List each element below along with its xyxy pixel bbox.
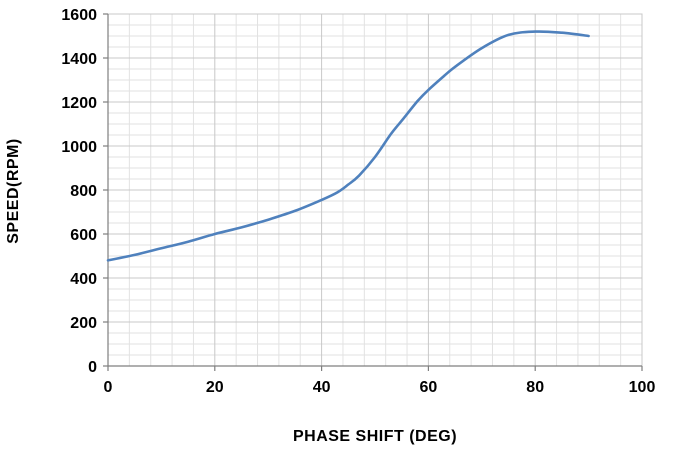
y-tick-label: 800: [70, 183, 97, 200]
x-tick-label: 20: [206, 379, 224, 396]
x-tick-label: 0: [104, 379, 113, 396]
y-tick-label: 600: [70, 227, 97, 244]
x-axis-title: PHASE SHIFT (DEG): [292, 428, 458, 445]
x-tick-label: 80: [526, 379, 544, 396]
y-tick-label: 400: [70, 271, 97, 288]
y-tick-label: 0: [88, 359, 97, 376]
speed-series-line: [106, 30, 590, 262]
y-axis-title: SPEED(RPM): [5, 138, 22, 244]
y-tick-label: 200: [70, 315, 97, 332]
y-tick-label: 1400: [61, 51, 97, 68]
y-tick-label: 1000: [61, 139, 97, 156]
x-tick-label: 60: [420, 379, 438, 396]
y-tick-label: 1200: [61, 95, 97, 112]
x-tick-label: 100: [629, 379, 656, 396]
y-tick-label: 1600: [61, 7, 97, 24]
x-tick-label: 40: [313, 379, 331, 396]
